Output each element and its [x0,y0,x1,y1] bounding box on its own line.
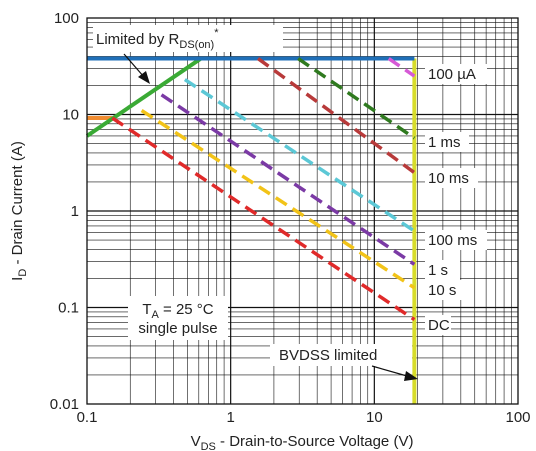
y-tick-label: 1 [71,203,79,220]
rdson-label-prefix: Limited by R [96,31,180,48]
bvdss-arrow-line [371,365,408,377]
rdson-arrow-head [138,71,150,84]
series-label: 100 ms [428,232,477,249]
series-line-4 [160,93,416,266]
x-axis-label-rest: - Drain-to-Source Voltage (V) [216,433,414,450]
series-label: 10 s [428,282,456,299]
ta-prefix: T [142,301,151,318]
y-tick-label: 100 [54,10,79,27]
rdson-label-sub: DS(on) [179,39,214,51]
rdson-label: Limited by RDS(on)* [96,27,219,51]
x-tick-label: 0.1 [77,409,98,426]
series-lines [111,57,416,322]
ta-sub: A [152,309,160,321]
rdson-annotation: Limited by RDS(on)* [93,25,283,84]
limit-line-rdson [85,56,202,138]
series-label-bg [425,315,451,335]
series-label: 100 µA [428,66,476,83]
limit-lines [85,56,417,404]
x-tick-label: 100 [505,409,530,426]
series-label-bg [425,64,487,84]
conditions-annotation: TA = 25 °C single pulse [128,296,228,340]
series-line-1 [297,57,416,140]
series-line-3 [183,78,416,233]
series-label: 1 ms [428,134,461,151]
y-axis-label-sub: D [17,269,29,277]
rdson-label-sup: * [214,27,219,39]
conditions-box [128,296,228,340]
series-label: DC [428,317,450,334]
ta-rest: = 25 °C [159,301,214,318]
x-axis-label-sub: DS [201,441,216,451]
bvdss-label-box [270,344,412,366]
y-axis-label: ID - Drain Current (A) [9,141,29,281]
y-tick-label: 0.1 [58,300,79,317]
bvdss-label: BVDSS limited [279,347,377,364]
y-tick-label: 0.01 [50,396,79,413]
bvdss-arrow-head [404,371,418,381]
x-tick-label: 10 [366,409,383,426]
series-label: 10 ms [428,170,469,187]
x-tick-label: 1 [226,409,234,426]
ta-label: TA = 25 °C [142,301,213,321]
series-line-0 [387,57,416,78]
y-tick-label: 10 [62,107,79,124]
series-label-bg [425,280,469,300]
series-label-bg [425,168,478,188]
y-axis-label-prefix: I [9,277,26,281]
plot-frame [86,17,519,405]
rdson-arrow-line [123,53,145,78]
x-axis-label-prefix: V [191,433,201,450]
series-label-bg [425,132,469,152]
rdson-label-box [93,25,283,52]
series-line-6 [111,116,416,322]
series-labels: 100 µA 1 ms 10 ms 100 ms 1 s 10 s DC [425,64,487,335]
bvdss-annotation: BVDSS limited [270,344,418,381]
series-label-bg [425,230,487,250]
series-line-5 [140,109,416,290]
series-label-bg [425,260,460,280]
pulse-label: single pulse [138,320,217,337]
series-line-2 [256,57,416,175]
series-label: 1 s [428,262,448,279]
y-axis-label-rest: - Drain Current (A) [9,141,26,269]
x-axis-label: VDS - Drain-to-Source Voltage (V) [191,433,414,451]
